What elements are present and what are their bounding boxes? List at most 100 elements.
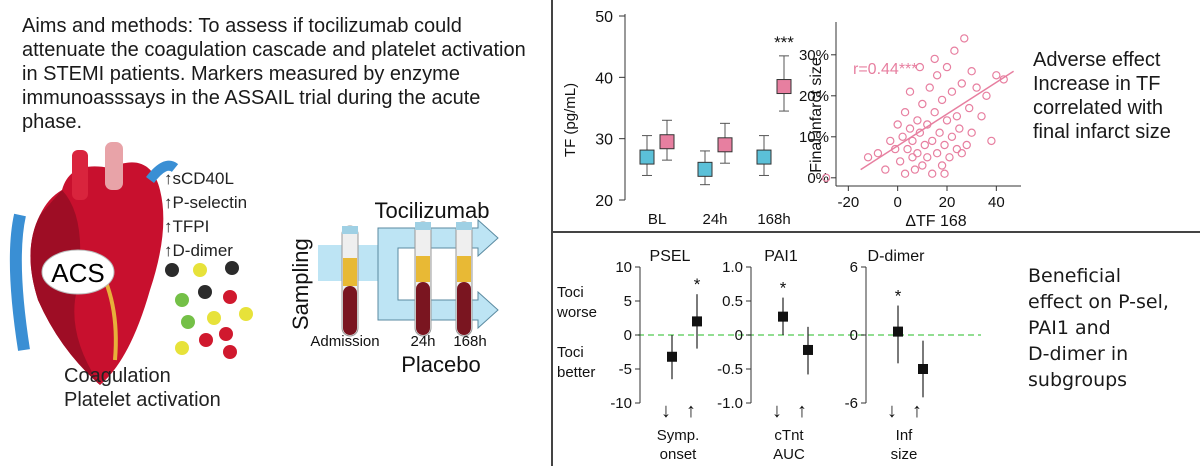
forest-ytick-label: -10 [610,395,632,412]
scatter-point [915,128,925,137]
tf-ytick-label: 30 [595,132,613,149]
beneficial-effect-text: Beneficial effect on P-sel, PAI1 and D-d… [1028,263,1169,393]
placebo-label: Placebo [401,352,481,377]
forest-title: D-dimer [868,248,926,265]
scatter-point [942,62,952,72]
scatter-point [947,132,957,141]
tf-category-label: 168h [757,211,790,228]
forest-ytick-label: 10 [615,259,632,276]
forest-arrow-down: ↓ [887,400,897,422]
forest-arrow-down: ↓ [661,400,671,422]
scatter-xtick-label: 40 [988,194,1005,211]
toci-worse-line2: worse [556,304,597,321]
heart-icon [9,142,179,385]
scatter-point [940,169,949,178]
scatter-ytick-label: 0% [807,170,829,187]
aims-text: Aims and methods: To assess if tocilizum… [22,15,526,133]
scatter-point [915,62,925,72]
scatter-point [910,165,920,174]
tf-category-label: 24h [702,211,727,228]
forest-xlabel: size [891,446,918,463]
sampling-label: Sampling [288,238,313,330]
scatter-point [930,54,939,64]
forest-ytick-label: 0 [850,327,858,344]
scatter-point [977,112,986,121]
scatter-point [903,144,912,154]
tocilizumab-label: Tocilizumab [375,198,490,223]
forest-xlabel: Inf [896,427,914,444]
scatter-point [952,112,962,121]
beneficial-effect-panel: -10 -5 0 5 10 PSEL * ↓ ↑ Symp. onset -1.0 -0.5 0 0.5 1.… [553,233,1200,466]
beneficial-text-line: D-dimer in [1028,343,1129,365]
beneficial-text-line: subgroups [1028,369,1128,391]
forest-arrow-up: ↑ [686,400,696,422]
forest-xlabel: cTnt [774,427,804,444]
forest-arrow-up: ↑ [912,400,922,422]
scatter-point [913,148,922,158]
timepoint-admission: Admission [310,333,379,350]
scatter-ytick-label: 20% [799,88,829,105]
marker-item: ↑sCD40L [164,169,234,188]
scatter-ylabel: Final infarct size [808,57,825,173]
scatter-annotation: r=0.44*** [853,61,918,78]
tf-ytick-label: 50 [595,9,613,26]
heart-label: ACS [51,258,104,288]
tf-category-label: BL [648,211,666,228]
forest-ytick-label: 0.5 [722,293,743,310]
timepoint-24h: 24h [410,333,435,350]
tf-mean-marker [717,137,733,153]
caption-line: Coagulation [64,365,171,387]
tf-chart: TF (pg/mL) 20 30 40 50 BL 24h 168h *** [562,9,794,228]
scatter-point [925,83,934,92]
beneficial-text-line: effect on P-sel, [1028,291,1169,313]
scatter-point [886,136,895,146]
scatter-point [913,116,922,125]
scatter-point [873,148,883,158]
scatter-point [893,120,902,129]
tr-charts: TF (pg/mL) 20 30 40 50 BL 24h 168h *** Final in… [562,9,1021,230]
forest-ytick-label: -1.0 [717,395,743,412]
scatter-xtick-label: 0 [893,194,901,211]
forest-xlabel: Symp. [657,427,700,444]
forest-xlabel: onset [660,446,698,463]
tf-significance: *** [774,33,794,52]
scatter-point [950,46,959,55]
scatter-point [930,107,939,117]
scatter-point [923,153,932,162]
scatter-xtick-label: -20 [837,194,859,211]
scatter-point [905,124,915,133]
scatter-point [937,161,947,170]
aims-methods-panel: Aims and methods: To assess if tocilizum… [0,0,553,466]
scatter-point [905,87,915,96]
toci-better-line1: Toci [557,344,584,361]
scatter-xlabel: ΔTF 168 [905,213,966,230]
scatter-ytick-label: 30% [799,47,829,64]
scatter-point [935,128,944,137]
caption-line: Platelet activation [64,389,221,411]
forest-estimate [667,351,677,362]
scatter-point [967,66,976,76]
scatter-point [937,95,947,105]
scatter-point [821,173,831,182]
toci-better-line2: better [557,364,595,381]
scatter-point [972,83,981,92]
forest-estimate [893,326,903,337]
scatter-point [967,128,976,137]
scatter-point [918,99,927,109]
scatter-point [932,71,942,80]
platelet-particles [165,261,253,359]
forest-significance: * [895,287,902,306]
forest-ytick-label: 0 [624,327,632,344]
forest-ytick-label: 0 [735,327,743,344]
scatter-point [898,132,907,141]
adverse-text-line: final infarct size [1033,121,1171,143]
beneficial-text-line: PAI1 and [1028,317,1111,339]
forest-estimate [778,311,788,322]
scatter-ytick-label: 10% [799,129,829,146]
forest-estimate [803,344,813,355]
forest-xlabel: AUC [773,446,805,463]
forest-significance: * [780,279,787,298]
scatter-point [960,34,969,43]
forest-ytick-label: 6 [850,259,858,276]
